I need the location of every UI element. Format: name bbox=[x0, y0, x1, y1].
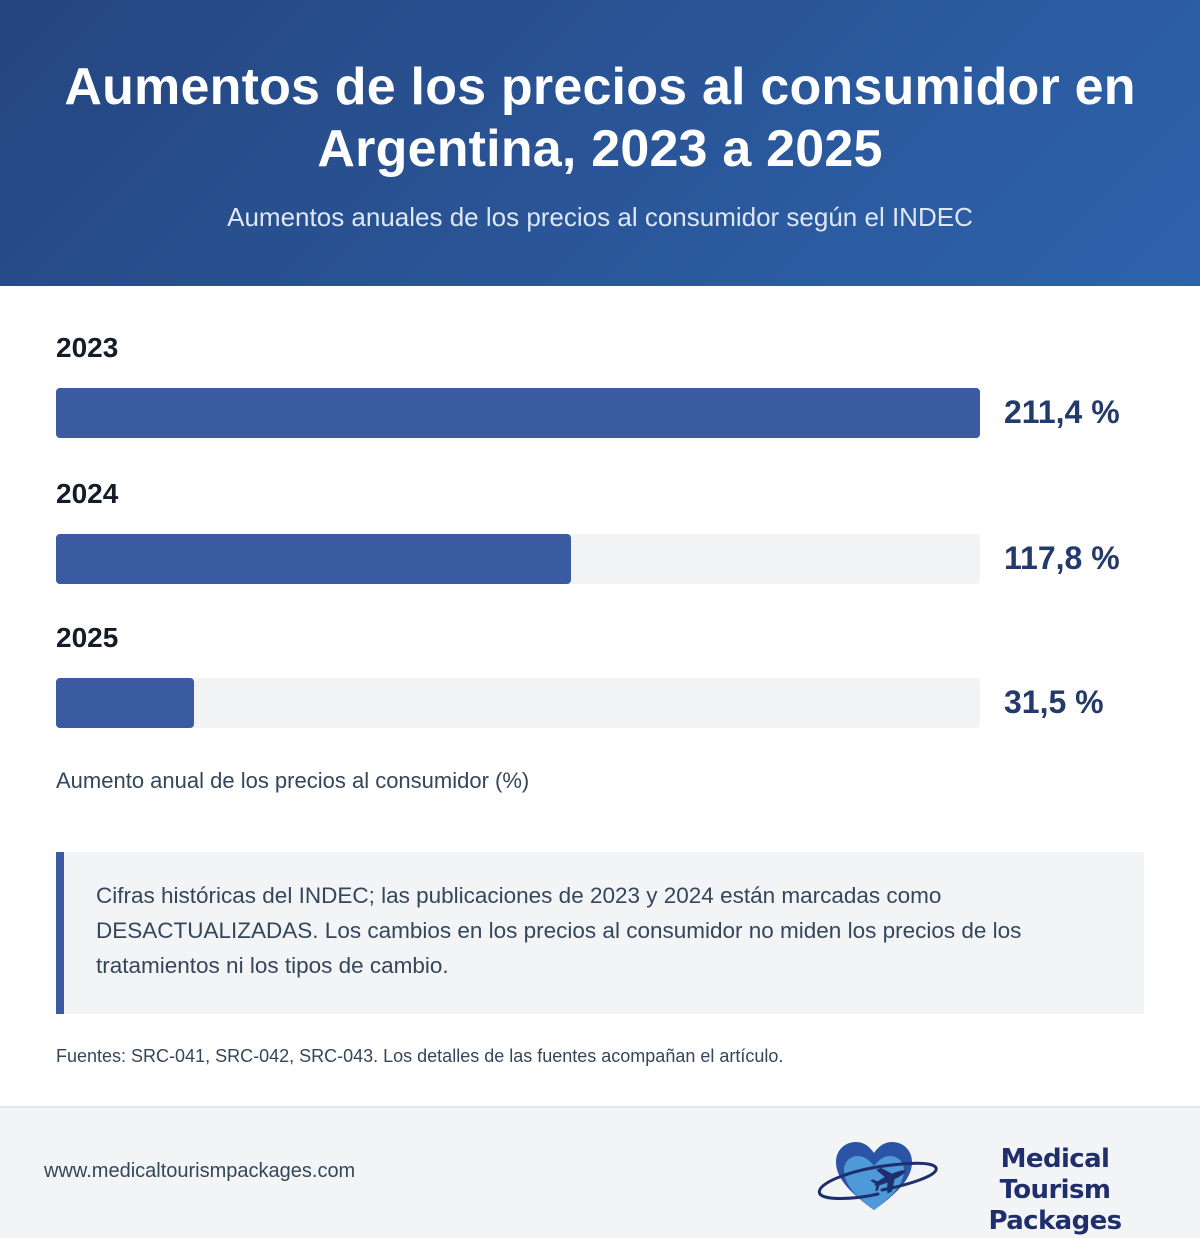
sources-text: Fuentes: SRC-041, SRC-042, SRC-043. Los … bbox=[56, 1046, 784, 1066]
data-label: 117,8 % bbox=[1004, 540, 1120, 576]
bar-2023 bbox=[56, 388, 980, 438]
website-link[interactable]: www.medicaltourismpackages.com bbox=[44, 1160, 356, 1182]
category-label: 2023 bbox=[56, 332, 119, 363]
chart-subtitle: Aumentos anuales de los precios al consu… bbox=[227, 202, 973, 232]
bar-track bbox=[56, 388, 980, 438]
heart-airplane-icon bbox=[817, 1142, 938, 1210]
header-banner: Aumentos de los precios al consumidor en… bbox=[0, 0, 1200, 286]
brand-line-1: Medical Tourism bbox=[999, 1144, 1111, 1205]
category-label: 2024 bbox=[56, 478, 119, 509]
category-label: 2025 bbox=[56, 622, 119, 653]
bar-chart: Aumento anual de los precios al consumid… bbox=[0, 286, 1200, 806]
data-label: 31,5 % bbox=[1004, 684, 1104, 720]
note-text: Cifras históricas del INDEC; las publica… bbox=[96, 883, 1022, 978]
footer: www.medicaltourismpackages.com Medical T… bbox=[0, 1106, 1200, 1238]
brand-name: Medical Tourism Packages bbox=[948, 1144, 1162, 1237]
note-box: Cifras históricas del INDEC; las publica… bbox=[56, 852, 1144, 1014]
bar-track bbox=[56, 534, 980, 584]
x-axis-label: Aumento anual de los precios al consumid… bbox=[56, 768, 530, 793]
brand-line-2: Packages bbox=[988, 1206, 1122, 1236]
brand-logo[interactable]: Medical Tourism Packages bbox=[812, 1138, 1172, 1236]
bar-2024 bbox=[56, 534, 571, 584]
chart-title: Aumentos de los precios al consumidor en… bbox=[64, 58, 1136, 178]
bar-2025 bbox=[56, 678, 194, 728]
data-label: 211,4 % bbox=[1004, 394, 1120, 430]
bar-track bbox=[56, 678, 980, 728]
